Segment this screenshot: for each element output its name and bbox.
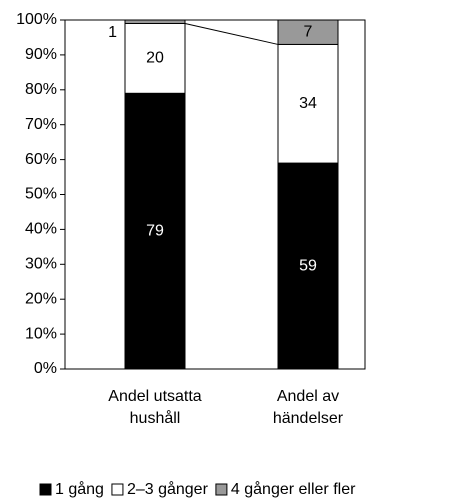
data-label: 59 bbox=[299, 257, 317, 274]
bar-segment bbox=[124, 92, 186, 370]
data-label: 7 bbox=[304, 23, 313, 40]
legend-swatch bbox=[215, 483, 228, 496]
y-tick-label: 20% bbox=[25, 290, 57, 307]
bar-segment bbox=[277, 19, 339, 45]
legend-swatch bbox=[111, 483, 124, 496]
y-tick-label: 0% bbox=[34, 360, 57, 377]
y-tick-label: 90% bbox=[25, 46, 57, 63]
data-label: 34 bbox=[299, 95, 317, 112]
y-tick-label: 40% bbox=[25, 221, 57, 238]
data-label: 79 bbox=[146, 222, 164, 239]
y-tick-label: 30% bbox=[25, 256, 57, 273]
legend-label: 2–3 gånger bbox=[127, 480, 209, 498]
x-tick-label: Andel utsatta hushåll bbox=[108, 388, 202, 427]
y-tick-label: 100% bbox=[16, 11, 57, 28]
legend-swatch bbox=[39, 483, 52, 496]
y-tick-label: 80% bbox=[25, 81, 57, 98]
y-tick-label: 50% bbox=[25, 186, 57, 203]
bar-segment bbox=[124, 19, 186, 24]
legend-label: 4 gånger eller fler bbox=[231, 480, 356, 498]
y-tick-label: 60% bbox=[25, 151, 57, 168]
legend-label: 1 gång bbox=[55, 480, 104, 498]
bar-segment bbox=[277, 43, 339, 164]
data-label: 20 bbox=[146, 50, 164, 67]
x-tick-label: Andel av händelser bbox=[272, 388, 344, 427]
y-tick-label: 10% bbox=[25, 325, 57, 342]
data-label: 1 bbox=[108, 24, 117, 41]
y-tick-label: 70% bbox=[25, 116, 57, 133]
series-line bbox=[184, 23, 279, 45]
